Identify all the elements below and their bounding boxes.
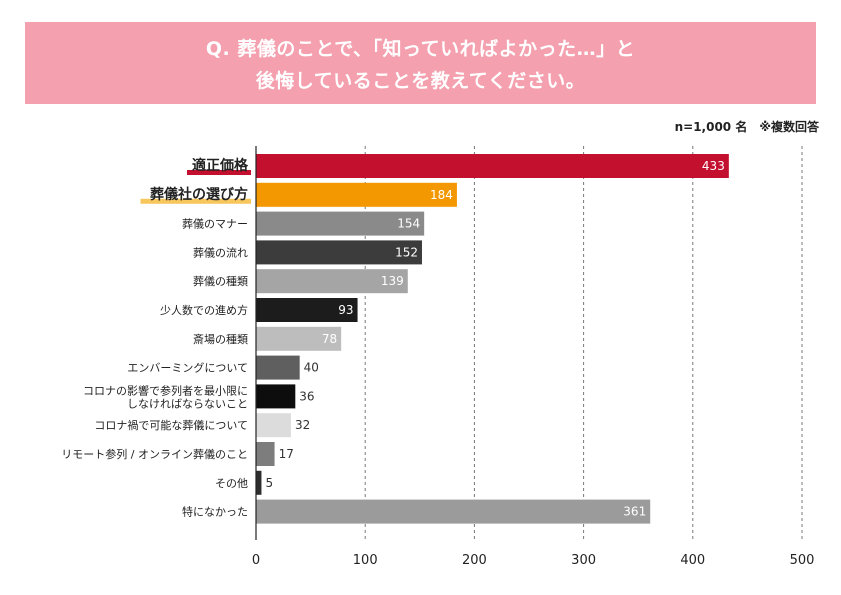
data-label: 152 [395,245,418,259]
data-label: 36 [299,389,314,403]
category-label: その他 [215,477,248,490]
category-label: 特になかった [182,505,248,519]
category-label: 少人数での進め方 [160,303,248,317]
title-line-1: Q. 葬儀のことで、「知っていればよかった…」と [205,38,636,60]
data-label: 139 [381,274,404,288]
x-tick-label: 500 [790,553,815,568]
data-label: 154 [397,217,420,231]
category-label: リモート参列 / オンライン葬儀のこと [61,447,248,461]
data-label: 78 [322,332,337,346]
bar [256,499,651,524]
bar [256,355,300,380]
category-label: エンバーミングについて [127,361,248,375]
category-label: 葬儀の種類 [193,274,248,288]
data-label: 361 [623,505,646,519]
category-label: 葬儀の流れ [193,245,248,259]
category-label: コロナの影響で参列者を最小限に [83,383,248,397]
category-label: 適正価格 [192,157,249,174]
x-tick-label: 200 [462,553,487,568]
bar [256,442,275,466]
data-label: 93 [338,303,353,317]
x-tick-label: 400 [680,553,705,568]
x-tick-label: 100 [353,553,378,568]
label-underline [140,198,251,204]
bar [256,413,291,438]
bar [256,182,457,207]
category-label: 葬儀社の選び方 [150,186,248,203]
data-label: 184 [430,188,453,202]
category-label: しなければならないこと [127,397,248,410]
data-label: 17 [279,447,294,461]
sample-note: n=1,000 名 ※複数回答 [674,120,819,134]
data-label: 40 [304,361,319,375]
bar [256,269,408,294]
title-banner: Q. 葬儀のことで、「知っていればよかった…」と 後悔していることを教えてくださ… [25,22,816,104]
data-label: 433 [702,159,725,173]
label-underline [187,170,251,175]
bar [256,326,342,351]
category-label: 斎場の種類 [193,332,248,346]
title-line-2: 後悔していることを教えてください。 [255,70,586,92]
data-label: 5 [265,476,273,490]
bar [256,470,262,495]
bar [256,298,358,322]
x-tick-label: 0 [252,553,260,568]
x-tick-label: 300 [571,553,596,568]
category-label: コロナ禍で可能な葬儀について [94,418,248,432]
category-label: 葬儀のマナー [182,217,248,231]
bar [256,211,425,236]
bar [256,154,729,178]
bar [256,240,422,265]
bar [256,384,296,409]
data-label: 32 [295,418,310,432]
